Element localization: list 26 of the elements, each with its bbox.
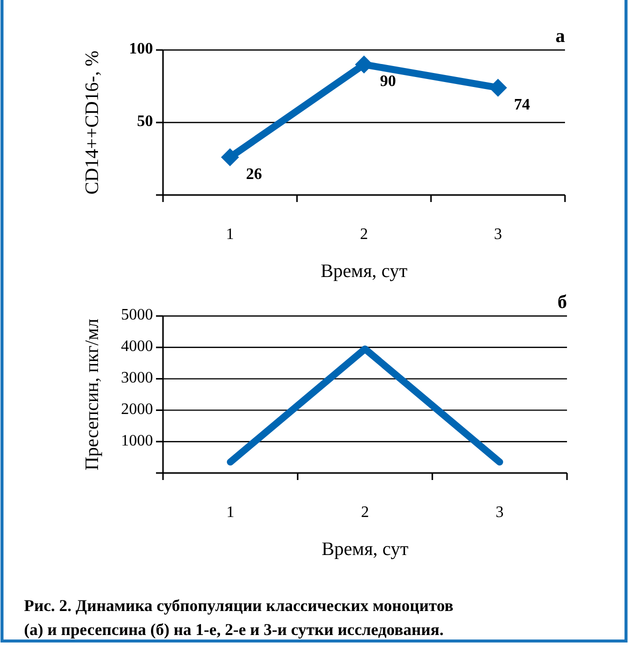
- y-tick-label: 4000: [121, 338, 153, 356]
- text: Рис. 2. Динамика субпопуляции классических моноцитов (а) и пресепсина (б) на 1-е, 2-е и 3-и сутки исследования.: [24, 596, 454, 639]
- y-axis-title: CD14++CD16-, %: [82, 50, 103, 194]
- y-axis-title: Пресепсин, пкг/мл: [82, 318, 103, 470]
- x-tick-label: 2: [361, 504, 369, 521]
- x-axis-title: Время, сут: [322, 539, 410, 560]
- x-axis-title: Время, сут: [320, 261, 408, 282]
- y-tick-label: 50: [137, 113, 153, 130]
- x-tick-label: 3: [494, 226, 502, 243]
- y-tick-label: 3000: [121, 369, 153, 386]
- x-tick-label: 1: [226, 504, 234, 521]
- data-label: 26: [246, 166, 262, 183]
- x-tick-label: 2: [360, 226, 368, 243]
- x-tick-label: 3: [496, 504, 504, 521]
- data-label: 74: [514, 96, 530, 114]
- y-tick-label: 1000: [121, 432, 153, 450]
- y-tick-label: 2000: [121, 400, 153, 418]
- point: [489, 78, 507, 97]
- chart-title: а: [556, 26, 566, 47]
- point: [355, 56, 373, 74]
- chart-title: б: [558, 292, 567, 313]
- y-tick-label: 5000: [121, 306, 153, 324]
- data-label: 90: [380, 73, 396, 90]
- y-tick-label: 100: [129, 40, 153, 58]
- x-tick-label: 1: [226, 226, 234, 243]
- point: [221, 148, 239, 166]
